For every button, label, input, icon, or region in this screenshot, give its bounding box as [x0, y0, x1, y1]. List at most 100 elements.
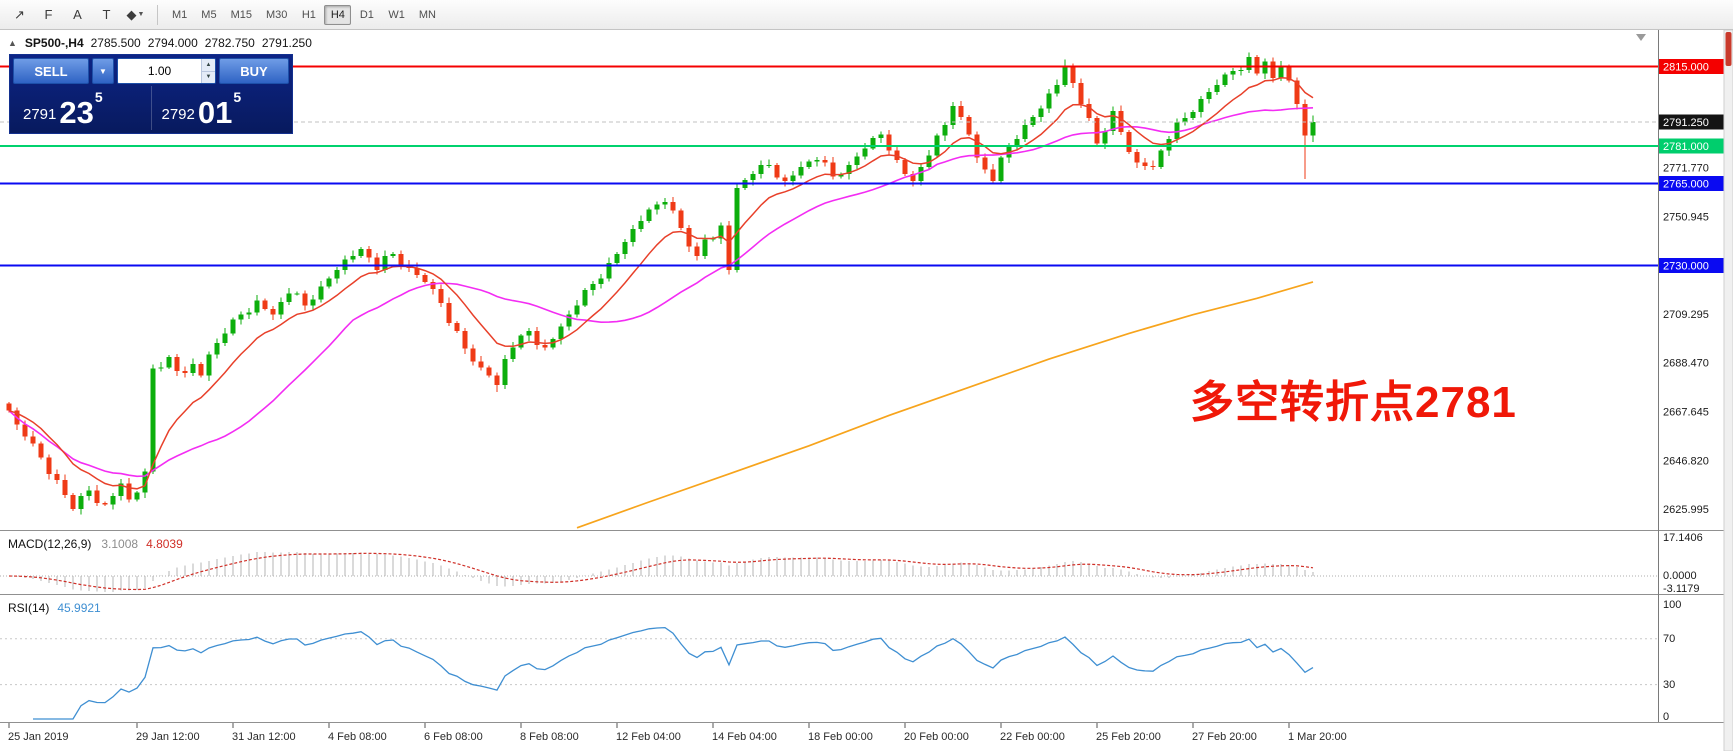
ohlc-high: 2794.000 [147, 36, 198, 50]
time-axis-label: 6 Feb 08:00 [424, 731, 483, 743]
ask-price: 2792 01 5 [152, 86, 290, 130]
ask-prefix: 2792 [161, 106, 195, 123]
macd-scale-zero: 0.0000 [1663, 570, 1697, 582]
macd-scale-min: -3.1179 [1663, 583, 1700, 595]
toolbar-separator [157, 4, 158, 25]
rsi-scale-label: 0 [1663, 711, 1669, 723]
ma-mid-line [8, 107, 1314, 478]
buy-button[interactable]: BUY [219, 58, 289, 84]
volume-input[interactable] [118, 59, 201, 83]
price-label-2765.000[interactable]: 2765.000 [1659, 176, 1724, 191]
candles [6, 52, 1316, 515]
price-tick-label: 2771.770 [1663, 163, 1709, 175]
ma-fast-line [8, 77, 1314, 490]
time-axis-label: 4 Feb 08:00 [328, 731, 387, 743]
timeframe-m15[interactable]: M15 [230, 8, 252, 21]
one-click-collapse-arrow[interactable]: ▲ [8, 38, 17, 48]
sell-button[interactable]: SELL [13, 58, 89, 84]
price-label-2815.000[interactable]: 2815.000 [1659, 58, 1724, 74]
vertical-scrollbar[interactable] [1723, 29, 1733, 751]
time-axis-label: 12 Feb 04:00 [616, 731, 681, 743]
rsi-header: RSI(14) 45.9921 [8, 601, 101, 615]
rsi-scale-label: 30 [1663, 679, 1675, 691]
time-axis-label: 25 Feb 20:00 [1096, 731, 1161, 743]
chevron-down-icon: ▼ [137, 11, 145, 18]
price-tick-label: 2625.995 [1663, 504, 1709, 516]
shapes-tool-icon[interactable]: ◆ ▼ [126, 6, 145, 22]
bid-big-digits: 23 [59, 94, 94, 130]
svg-text:2815.000: 2815.000 [1663, 61, 1709, 73]
time-axis-label: 25 Jan 2019 [8, 731, 69, 743]
rsi-scale-label: 100 [1663, 599, 1681, 611]
timeframe-w1[interactable]: W1 [388, 8, 405, 21]
text-tool-icon[interactable]: A [73, 7, 82, 22]
volume-increase-button[interactable]: ▲ [202, 59, 215, 72]
scrollbar-thumb[interactable] [1725, 32, 1732, 66]
time-axis: 25 Jan 2019 29 Jan 12:00 31 Jan 12:00 4 Feb… [8, 723, 1347, 743]
price-label-2730.000[interactable]: 2730.000 [1659, 257, 1724, 273]
timeframe-mn[interactable]: MN [418, 8, 436, 21]
timeframe-h1[interactable]: H1 [301, 8, 316, 21]
price-tick-label: 2646.820 [1663, 455, 1709, 467]
bid-prefix: 2791 [23, 106, 57, 123]
symbol-title: SP500-,H4 [24, 36, 84, 50]
volume-dropdown-button[interactable]: ▼ [92, 58, 114, 84]
price-label-2791.250[interactable]: 2791.250 [1659, 114, 1724, 130]
time-axis-label: 1 Mar 20:00 [1288, 731, 1347, 743]
volume-box: ▲ ▼ [117, 58, 216, 84]
macd-scale-max: 17.1406 [1663, 532, 1703, 544]
trendline-tool-icon[interactable]: ↗ [14, 6, 25, 22]
timeframe-toolbar: M1 M5 M15 M30 H1 H4 D1 W1 MN [165, 4, 443, 25]
timeframe-m30[interactable]: M30 [265, 8, 288, 21]
fibonacci-tool-icon[interactable]: F [44, 7, 53, 22]
timeframe-d1[interactable]: D1 [359, 8, 374, 21]
price-tick-label: 2688.470 [1663, 358, 1709, 370]
time-axis-label: 18 Feb 00:00 [808, 731, 873, 743]
rsi-line [33, 626, 1314, 720]
macd-histogram [16, 551, 1314, 592]
price-tick-label: 2750.945 [1663, 211, 1709, 223]
chart-text-annotation[interactable]: 多空转折点2781 [1190, 378, 1517, 427]
line-studies-toolbar: ↗ F A T ◆ ▼ [5, 4, 150, 26]
svg-text:2791.250: 2791.250 [1663, 117, 1709, 129]
chart-shift-marker[interactable] [1636, 34, 1646, 41]
spin-down-icon: ▼ [205, 74, 212, 81]
time-axis-label: 29 Jan 12:00 [136, 731, 200, 743]
bid-price: 2791 23 5 [13, 86, 152, 130]
time-axis-label: 22 Feb 00:00 [1000, 731, 1065, 743]
label-tool-icon[interactable]: T [102, 7, 111, 22]
one-click-trading-panel: SELL ▼ ▲ ▼ BUY 2791 23 5 2792 01 5 [9, 54, 293, 134]
macd-signal-line [8, 552, 1314, 591]
price-tick-label: 2709.295 [1663, 309, 1709, 321]
time-axis-label: 8 Feb 08:00 [520, 731, 579, 743]
price-label-2781.000[interactable]: 2781.000 [1659, 138, 1724, 154]
time-axis-label: 31 Jan 12:00 [232, 731, 296, 743]
ask-superscript: 5 [233, 89, 242, 105]
bid-superscript: 5 [94, 89, 103, 105]
spin-up-icon: ▲ [205, 61, 212, 68]
svg-text:2765.000: 2765.000 [1663, 179, 1709, 191]
time-axis-label: 20 Feb 00:00 [904, 731, 969, 743]
time-axis-label: 14 Feb 04:00 [712, 731, 777, 743]
timeframe-h4[interactable]: H4 [324, 4, 352, 25]
svg-text:2730.000: 2730.000 [1663, 260, 1709, 272]
timeframe-m1[interactable]: M1 [172, 8, 188, 21]
ohlc-open: 2785.500 [90, 36, 141, 50]
macd-header: MACD(12,26,9) 3.1008 4.8039 [8, 537, 183, 551]
ask-big-digits: 01 [197, 94, 233, 130]
volume-decrease-button[interactable]: ▼ [202, 71, 215, 83]
svg-text:2781.000: 2781.000 [1663, 141, 1709, 153]
rsi-scale-label: 70 [1663, 633, 1675, 645]
symbol-info: ▲ SP500-,H4 2785.500 2794.000 2782.750 2… [8, 36, 312, 50]
time-axis-label: 27 Feb 20:00 [1192, 731, 1257, 743]
chevron-down-icon: ▼ [99, 66, 107, 76]
price-tick-label: 2667.645 [1663, 407, 1709, 419]
timeframe-m5[interactable]: M5 [201, 8, 217, 21]
ohlc-low: 2782.750 [204, 36, 255, 50]
ohlc-close: 2791.250 [261, 36, 312, 50]
toolbar: ↗ F A T ◆ ▼ M1 M5 M15 M30 H1 H4 D1 W1 MN [0, 0, 1733, 30]
ma-slow-line [576, 281, 1314, 529]
price-scale: 2771.770 2750.945 2709.295 2688.470 2667.645… [1659, 58, 1724, 516]
